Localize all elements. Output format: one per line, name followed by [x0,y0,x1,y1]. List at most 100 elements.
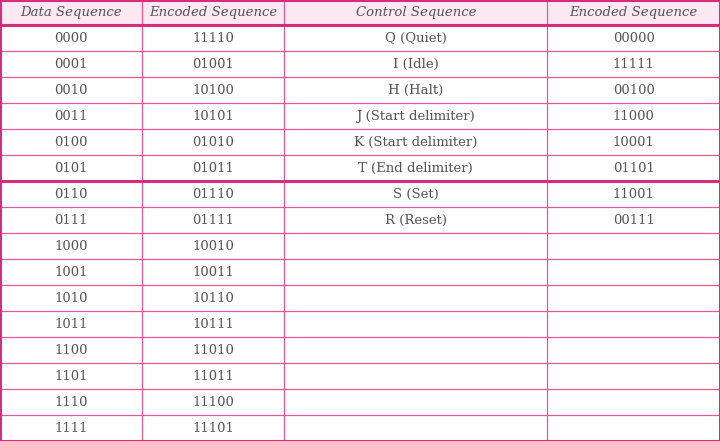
Bar [0,207,143,233]
Bar [547,415,720,441]
Text: 01111: 01111 [192,214,234,227]
Bar [0,26,143,52]
Bar [284,181,547,207]
Bar [0,77,143,103]
Text: 01110: 01110 [192,188,234,201]
Bar [0,103,143,129]
Bar [547,363,720,389]
Text: Encoded Sequence: Encoded Sequence [149,6,277,19]
Text: 0001: 0001 [54,58,88,71]
Bar [284,285,547,311]
Text: 11011: 11011 [192,370,234,382]
Text: 10011: 10011 [192,265,234,279]
Text: 1110: 1110 [54,396,88,408]
Bar [0,0,143,26]
Bar [284,207,547,233]
Bar [284,389,547,415]
Bar [143,311,284,337]
Text: 10001: 10001 [613,136,654,149]
Bar [547,26,720,52]
Bar [284,233,547,259]
Bar [547,389,720,415]
Bar [547,77,720,103]
Bar [284,311,547,337]
Text: 10111: 10111 [192,318,234,331]
Text: 10010: 10010 [192,240,234,253]
Bar [547,259,720,285]
Bar [0,285,143,311]
Bar [284,155,547,181]
Text: 00111: 00111 [613,214,654,227]
Bar [0,155,143,181]
Text: 11110: 11110 [192,32,234,45]
Bar [143,363,284,389]
Bar [0,259,143,285]
Bar [284,363,547,389]
Text: 11101: 11101 [192,422,234,434]
Text: 10100: 10100 [192,84,234,97]
Bar [547,103,720,129]
Bar [143,415,284,441]
Bar [143,181,284,207]
Text: 1010: 1010 [54,292,88,305]
Bar [143,52,284,77]
Bar [284,26,547,52]
Text: 1001: 1001 [54,265,88,279]
Text: K (Start delimiter): K (Start delimiter) [354,136,477,149]
Bar [284,0,547,26]
Bar [143,207,284,233]
Text: 01011: 01011 [192,162,234,175]
Text: 00000: 00000 [613,32,654,45]
Bar [0,415,143,441]
Bar [143,77,284,103]
Bar [143,259,284,285]
Text: 11001: 11001 [613,188,654,201]
Bar [143,155,284,181]
Text: 10110: 10110 [192,292,234,305]
Bar [284,259,547,285]
Bar [547,52,720,77]
Text: R (Reset): R (Reset) [384,214,447,227]
Bar [284,415,547,441]
Text: Encoded Sequence: Encoded Sequence [570,6,698,19]
Text: 0100: 0100 [54,136,88,149]
Text: 11000: 11000 [613,110,654,123]
Text: 0111: 0111 [54,214,88,227]
Text: 1111: 1111 [54,422,88,434]
Bar [0,129,143,155]
Text: Data Sequence: Data Sequence [20,6,122,19]
Text: J (Start delimiter): J (Start delimiter) [356,110,475,123]
Bar [284,337,547,363]
Bar [284,77,547,103]
Bar [547,285,720,311]
Text: 01010: 01010 [192,136,234,149]
Bar [547,0,720,26]
Text: Control Sequence: Control Sequence [356,6,476,19]
Text: H (Halt): H (Halt) [388,84,444,97]
Bar [284,129,547,155]
Text: 0010: 0010 [54,84,88,97]
Text: S (Set): S (Set) [393,188,438,201]
Bar [143,233,284,259]
Text: 0101: 0101 [54,162,88,175]
Bar [0,337,143,363]
Bar [547,311,720,337]
Bar [0,233,143,259]
Bar [143,129,284,155]
Bar [547,129,720,155]
Bar [547,155,720,181]
Bar [143,0,284,26]
Bar [0,389,143,415]
Text: 1000: 1000 [54,240,88,253]
Bar [0,363,143,389]
Bar [547,207,720,233]
Bar [547,233,720,259]
Text: 0000: 0000 [54,32,88,45]
Bar [143,337,284,363]
Bar [547,181,720,207]
Bar [0,181,143,207]
Bar [284,103,547,129]
Text: 1100: 1100 [54,344,88,357]
Text: T (End delimiter): T (End delimiter) [359,162,473,175]
Text: 00100: 00100 [613,84,654,97]
